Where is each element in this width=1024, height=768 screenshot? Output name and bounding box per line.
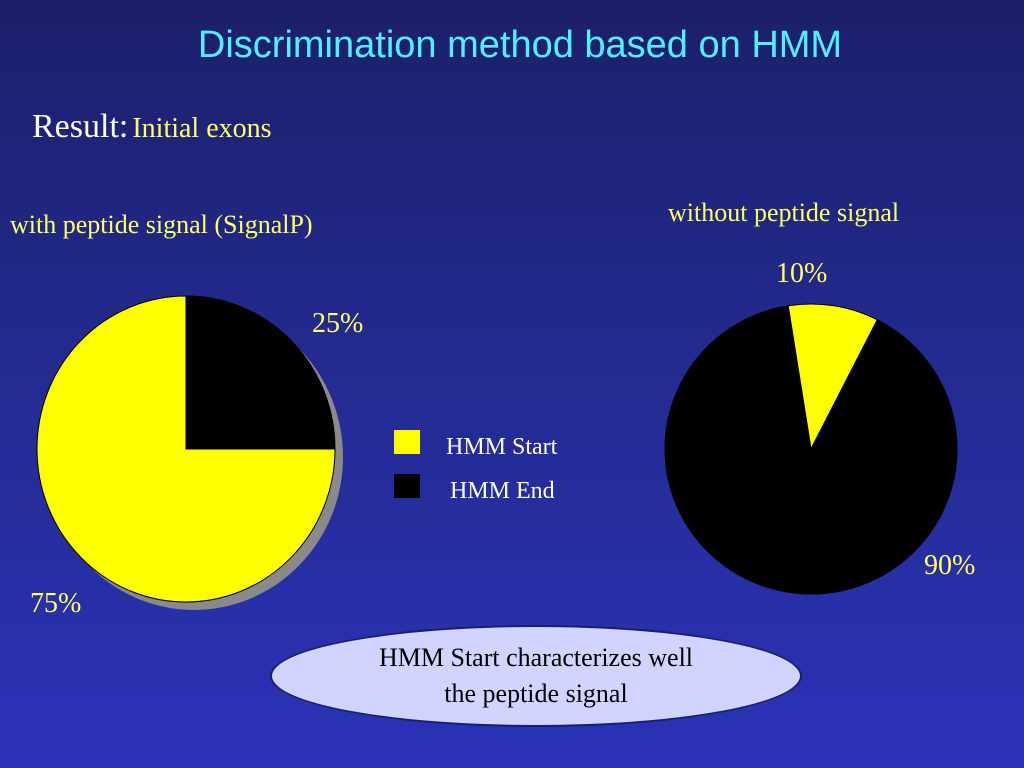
pie-1-label-start: 75% xyxy=(30,588,82,619)
pie-2-label-start: 10% xyxy=(776,258,828,289)
pie-1-shadow xyxy=(45,304,343,610)
pie-1-label-end: 25% xyxy=(312,308,364,339)
slide-subtitle: Result: Initial exons xyxy=(32,108,272,146)
pie-1-slice-hmm-start xyxy=(36,295,336,603)
conclusion-callout: HMM Start characterizes well the peptide… xyxy=(270,625,802,727)
subtitle-rest: Initial exons xyxy=(132,113,272,144)
legend-label-start: HMM Start xyxy=(446,434,558,460)
pie-2-label-end: 90% xyxy=(924,550,976,581)
subtitle-lead: Result: xyxy=(32,108,129,145)
callout-line-1: HMM Start characterizes well xyxy=(378,643,694,672)
legend-swatch-end xyxy=(394,474,420,498)
legend-label-end: HMM End xyxy=(450,478,555,504)
chart-1-title: with peptide signal (SignalP) xyxy=(10,210,313,239)
callout-line-2: the peptide signal xyxy=(444,679,628,708)
chart-2-title: without peptide signal xyxy=(668,198,900,227)
pie-2-slice-hmm-start xyxy=(787,303,878,451)
slide-title: Discrimination method based on HMM xyxy=(197,24,843,66)
legend-swatch-start xyxy=(394,430,420,454)
pie-2-slice-hmm-end xyxy=(664,305,958,595)
